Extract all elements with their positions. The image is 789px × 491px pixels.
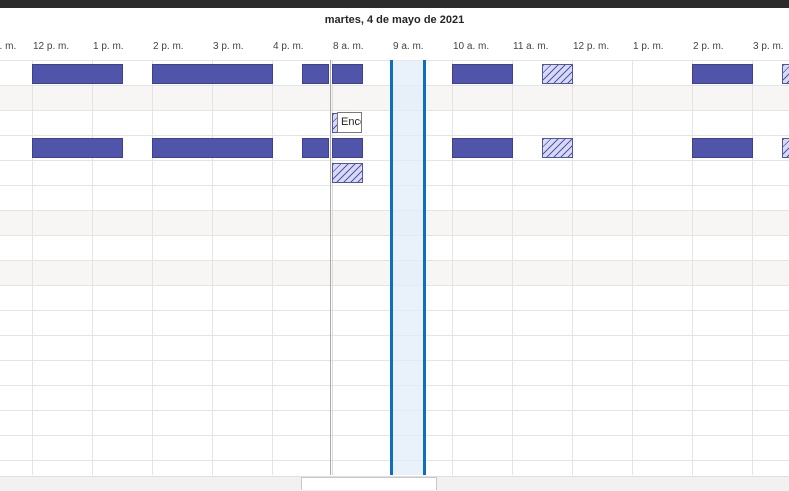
grid-column-line [212,60,213,475]
hour-label: 2 p. m. [693,41,724,52]
tentative-block[interactable] [782,138,789,158]
tentative-block[interactable] [332,163,363,183]
hour-label: 8 a. m. [333,41,364,52]
busy-block[interactable] [152,64,273,84]
busy-block[interactable] [452,138,513,158]
grid-column-line [32,60,33,475]
event-tooltip: Enco [337,112,362,133]
selected-time-slot[interactable] [390,60,426,475]
tentative-block[interactable] [332,113,338,133]
window-top-bar [0,0,789,8]
day-divider [332,60,333,475]
tentative-block[interactable] [782,64,789,84]
grid-column-line [692,60,693,475]
day-divider [330,60,331,475]
busy-block[interactable] [302,64,329,84]
busy-block[interactable] [332,138,363,158]
hour-label: 3 p. m. [213,41,244,52]
date-header: martes, 4 de mayo de 2021 [324,14,465,26]
grid-column-line [512,60,513,475]
busy-block[interactable] [302,138,329,158]
hour-label: 12 p. m. [573,41,610,52]
grid-column-line [752,60,753,475]
busy-block[interactable] [152,138,273,158]
hour-label: 1 p. m. [633,41,664,52]
hour-label: 1 p. m. [93,41,124,52]
busy-block[interactable] [332,64,363,84]
tentative-block[interactable] [542,64,573,84]
hour-label: 11 a. m. [513,41,549,52]
hour-label: 9 a. m. [393,41,424,52]
hour-label: 4 p. m. [273,41,304,52]
hour-label: a. m. [0,41,17,52]
grid-column-line [632,60,633,475]
busy-block[interactable] [692,64,753,84]
hour-label: 10 a. m. [453,41,490,52]
scrollbar-thumb[interactable] [301,477,437,490]
grid-column-line [572,60,573,475]
grid-column-line [272,60,273,475]
busy-block[interactable] [32,64,123,84]
busy-block[interactable] [452,64,513,84]
grid-column-line [452,60,453,475]
grid-column-line [152,60,153,475]
busy-block[interactable] [32,138,123,158]
grid-column-line [92,60,93,475]
hour-label: 3 p. m. [753,41,784,52]
busy-block[interactable] [692,138,753,158]
tentative-block[interactable] [542,138,573,158]
hour-label: 12 p. m. [33,41,70,52]
hour-label: 2 p. m. [153,41,184,52]
